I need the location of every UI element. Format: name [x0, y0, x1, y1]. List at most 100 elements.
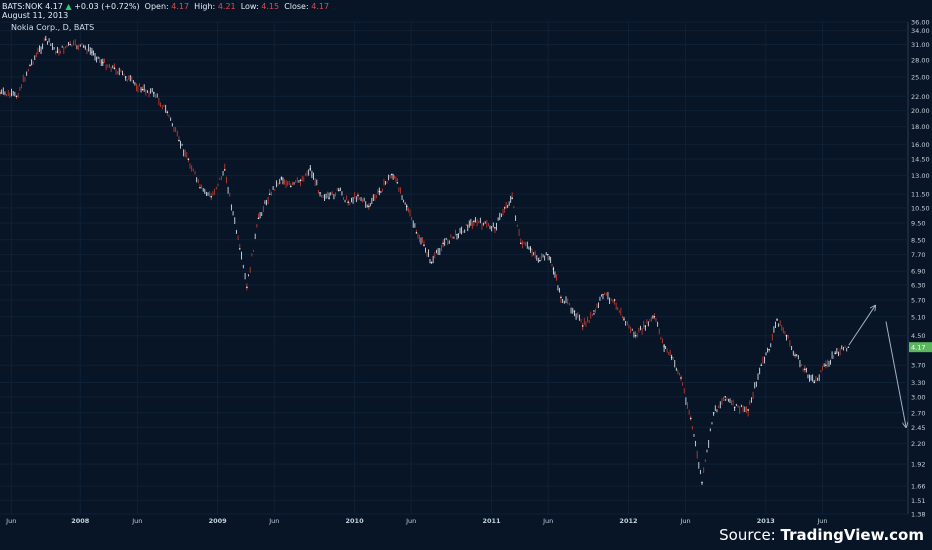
source-prefix: Source:	[719, 526, 776, 544]
x-tick-label: Jun	[268, 517, 279, 525]
data-point	[210, 195, 213, 198]
data-point	[280, 177, 283, 179]
x-tick-label: 2010	[346, 517, 365, 525]
data-point	[328, 197, 330, 199]
y-tick-label: 13.00	[911, 172, 930, 180]
data-point	[29, 64, 31, 67]
y-tick-label: 6.30	[911, 281, 925, 289]
data-point	[847, 346, 850, 348]
projection-arrows	[848, 305, 906, 428]
projection-arrow	[848, 305, 875, 346]
source-credit[interactable]: Source: TradingView.com	[719, 526, 924, 544]
data-point	[113, 67, 116, 70]
y-tick-label: 36.00	[911, 19, 930, 27]
data-point	[257, 217, 260, 220]
x-tick-label: 2012	[619, 517, 637, 525]
data-point	[494, 227, 496, 229]
price-badge-label: 4.17	[911, 344, 925, 352]
y-tick-label: 34.00	[911, 27, 930, 35]
data-point	[593, 313, 595, 315]
open-label: Open:	[144, 2, 169, 11]
data-point	[102, 61, 104, 64]
data-point	[299, 179, 302, 182]
data-point	[581, 325, 584, 327]
data-point	[357, 194, 359, 197]
time-axis: Jun 2008 Jun 2009 Jun 2010 Jun 2011 Jun 2012 Jun 20…	[5, 517, 827, 525]
data-point	[653, 316, 656, 318]
data-point	[613, 299, 616, 301]
y-tick-label: 22.00	[911, 93, 930, 101]
x-tick-label: 2009	[209, 517, 228, 525]
data-point	[141, 88, 144, 91]
y-tick-label: 5.70	[911, 297, 925, 305]
data-point	[378, 190, 381, 193]
x-tick-label: Jun	[405, 517, 416, 525]
data-point	[238, 248, 241, 250]
y-tick-label: 5.10	[911, 313, 925, 321]
y-tick-label: 11.50	[911, 191, 930, 199]
data-point	[442, 242, 444, 245]
data-point	[511, 197, 513, 199]
data-point	[82, 46, 85, 48]
x-tick-label: Jun	[816, 517, 827, 525]
data-point	[785, 334, 788, 337]
data-point	[347, 201, 349, 204]
data-point	[166, 111, 169, 113]
data-point	[153, 92, 155, 94]
data-point	[309, 168, 312, 170]
data-point	[0, 92, 1, 94]
y-tick-label: 14.50	[911, 156, 930, 164]
source-brand: TradingView.com	[780, 526, 924, 544]
data-point	[602, 294, 604, 296]
data-point	[813, 381, 815, 384]
data-point	[760, 364, 763, 367]
high-value: 4.21	[217, 2, 236, 11]
data-point	[547, 253, 549, 256]
data-point	[338, 189, 340, 192]
projection-arrow	[885, 321, 906, 428]
data-point	[246, 286, 248, 289]
y-tick-label: 18.00	[911, 123, 930, 131]
data-point	[768, 348, 770, 351]
data-point	[69, 43, 71, 46]
data-point	[776, 318, 778, 321]
data-point	[199, 186, 201, 189]
close-value: 4.17	[311, 2, 330, 11]
x-tick-label: Jun	[679, 517, 690, 525]
data-point	[423, 244, 425, 246]
open-value: 4.17	[171, 2, 190, 11]
y-tick-label: 1.66	[911, 483, 925, 491]
data-point	[187, 158, 190, 160]
price-badge-box	[909, 342, 932, 353]
last-price: 4.17	[45, 2, 63, 11]
y-tick-label: 7.70	[911, 251, 925, 259]
data-point	[644, 325, 647, 327]
y-tick-label: 2.45	[911, 424, 925, 432]
data-point	[503, 207, 506, 209]
y-tick-label: 20.00	[911, 107, 930, 115]
data-point	[733, 406, 736, 409]
data-point	[289, 185, 292, 188]
y-tick-label: 2.20	[911, 440, 925, 448]
series-title: Nokia Corp., D, BATS	[11, 23, 95, 32]
y-tick-label: 9.50	[911, 219, 925, 227]
data-point	[724, 396, 727, 398]
x-tick-label: Jun	[5, 517, 16, 525]
data-point	[539, 259, 541, 262]
grid-lines	[0, 21, 909, 515]
ticker: BATS:NOK	[2, 2, 43, 11]
data-point	[634, 334, 637, 337]
data-point	[747, 409, 749, 411]
change-arrow: ▲	[65, 2, 72, 11]
y-tick-label: 2.70	[911, 409, 925, 417]
y-tick-label: 1.38	[911, 511, 925, 519]
data-point	[473, 220, 475, 223]
data-point	[794, 354, 796, 357]
data-point	[529, 248, 532, 250]
price-series	[0, 35, 850, 485]
data-point	[712, 411, 715, 414]
data-point	[15, 95, 18, 98]
data-point	[44, 38, 47, 41]
